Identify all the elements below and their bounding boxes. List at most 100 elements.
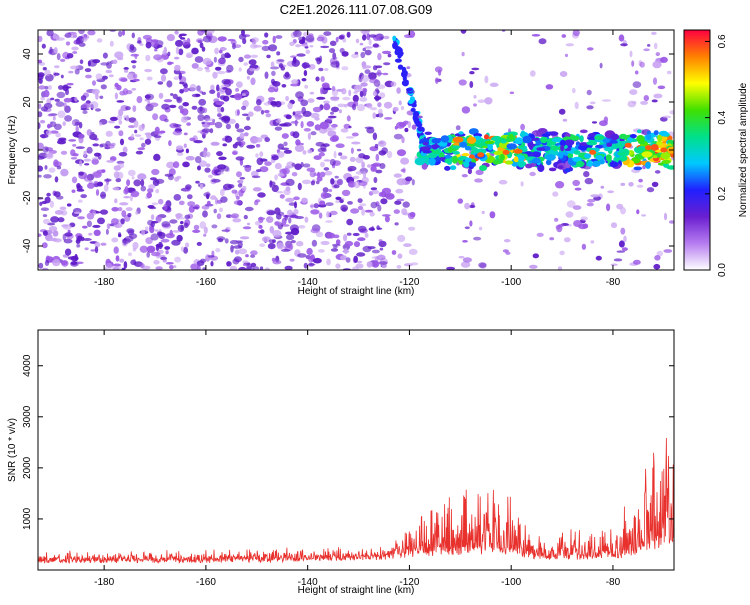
spectrogram-point bbox=[199, 42, 204, 49]
spectrogram-point bbox=[238, 248, 248, 255]
spectrogram-point bbox=[241, 113, 250, 117]
spectrogram-point bbox=[493, 191, 498, 197]
spectrogram-point bbox=[132, 105, 137, 112]
spectrogram-point bbox=[417, 123, 422, 129]
spectrogram-point bbox=[225, 214, 232, 219]
spectrogram-point bbox=[82, 238, 92, 241]
spectrogram-point bbox=[370, 201, 378, 209]
spectrogram-point bbox=[112, 187, 120, 191]
spectrogram-point bbox=[335, 239, 341, 245]
spectrogram-point bbox=[42, 67, 47, 71]
spectrogram-point bbox=[82, 225, 88, 229]
spectrogram-point bbox=[305, 49, 311, 55]
spectrogram-point bbox=[290, 83, 300, 87]
spectrogram-point bbox=[520, 181, 524, 187]
spectrogram-point bbox=[217, 113, 222, 117]
spectrogram-point bbox=[168, 168, 176, 176]
spectrogram-point bbox=[141, 229, 146, 236]
spectrogram-point bbox=[341, 207, 348, 213]
spectrogram-point bbox=[303, 128, 311, 132]
spectrogram-point bbox=[458, 255, 465, 259]
spectrogram-point bbox=[548, 167, 557, 172]
spectrogram-point bbox=[179, 89, 185, 94]
spectrogram-point bbox=[250, 262, 257, 268]
spectrogram-point bbox=[40, 106, 49, 112]
spectrogram-point bbox=[352, 232, 360, 237]
snr-y-tick-label: 4000 bbox=[22, 354, 33, 377]
spectrogram-point bbox=[641, 151, 653, 158]
spectrogram-point bbox=[586, 147, 592, 152]
spectrogram-point bbox=[400, 157, 410, 165]
spectrogram-point bbox=[276, 51, 281, 56]
spectrogram-point bbox=[473, 103, 477, 107]
spectrogram-point bbox=[105, 262, 113, 270]
spectrogram-point bbox=[461, 51, 465, 57]
spectrogram-point bbox=[312, 106, 322, 113]
spectrogram-point bbox=[583, 171, 590, 178]
spectrogram-point bbox=[45, 152, 54, 160]
spectrogram-point bbox=[455, 125, 461, 131]
spectrogram-point bbox=[383, 101, 393, 109]
spectrogram-point bbox=[151, 251, 161, 257]
spectrogram-point bbox=[377, 254, 386, 261]
spectrogram-point bbox=[509, 91, 515, 95]
spectrogram-point bbox=[643, 95, 649, 102]
spectrogram-point bbox=[335, 143, 345, 148]
spectrogram-point bbox=[317, 171, 321, 178]
spectrogram-point bbox=[394, 125, 398, 130]
spectrogram-point bbox=[343, 103, 348, 108]
spectrogram-y-tick-label: -40 bbox=[22, 238, 33, 253]
spectrogram-point bbox=[355, 171, 363, 175]
spectrogram-point bbox=[343, 234, 348, 242]
spectrogram-point bbox=[281, 84, 287, 88]
spectrogram-point bbox=[79, 160, 83, 167]
spectrogram-point bbox=[93, 229, 101, 236]
spectrogram-point bbox=[117, 207, 123, 212]
snr-x-tick-label: -140 bbox=[298, 577, 318, 588]
spectrogram-point bbox=[358, 181, 368, 187]
spectrogram-point bbox=[656, 141, 663, 146]
spectrogram-point bbox=[574, 101, 579, 110]
spectrogram-point bbox=[452, 136, 464, 143]
spectrogram-point bbox=[364, 49, 372, 56]
spectrogram-point bbox=[103, 184, 109, 192]
spectrogram-point bbox=[123, 188, 129, 195]
spectrogram-point bbox=[438, 152, 445, 159]
spectrogram-point bbox=[121, 210, 127, 218]
spectrogram-point bbox=[196, 67, 203, 72]
spectrogram-point bbox=[155, 188, 160, 194]
spectrogram-point bbox=[44, 165, 48, 170]
spectrogram-point bbox=[545, 159, 552, 166]
spectrogram-point bbox=[191, 93, 201, 98]
spectrogram-point bbox=[74, 253, 78, 262]
spectrogram-point bbox=[127, 169, 136, 177]
spectrogram-point bbox=[559, 71, 568, 77]
spectrogram-point bbox=[94, 241, 101, 248]
spectrogram-point bbox=[160, 238, 170, 243]
spectrogram-point bbox=[251, 37, 259, 43]
spectrogram-point bbox=[276, 191, 284, 194]
spectrogram-point bbox=[606, 203, 611, 212]
spectrogram-point bbox=[158, 198, 164, 205]
spectrogram-x-tick-label: -140 bbox=[298, 277, 318, 288]
spectrogram-point bbox=[395, 188, 404, 194]
spectrogram-point bbox=[650, 144, 659, 151]
spectrogram-point bbox=[217, 36, 227, 42]
spectrogram-point bbox=[250, 54, 259, 58]
spectrogram-point bbox=[364, 126, 374, 130]
spectrogram-point bbox=[464, 202, 470, 210]
spectrogram-point bbox=[38, 174, 42, 178]
spectrogram-point bbox=[111, 218, 119, 225]
spectrogram-point bbox=[233, 200, 242, 205]
spectrogram-point bbox=[71, 120, 75, 126]
spectrogram-point bbox=[153, 153, 161, 161]
spectrogram-point bbox=[322, 187, 329, 193]
spectrogram-point bbox=[531, 151, 542, 158]
spectrogram-y-tick-label: 0 bbox=[22, 147, 33, 153]
spectrogram-point bbox=[653, 42, 658, 50]
spectrogram-point bbox=[333, 184, 340, 189]
spectrogram-x-ticks: -180 -160 -140 -120 -100 -80 bbox=[94, 30, 621, 288]
spectrogram-point bbox=[46, 30, 54, 37]
snr-x-tick-label: -120 bbox=[399, 577, 419, 588]
